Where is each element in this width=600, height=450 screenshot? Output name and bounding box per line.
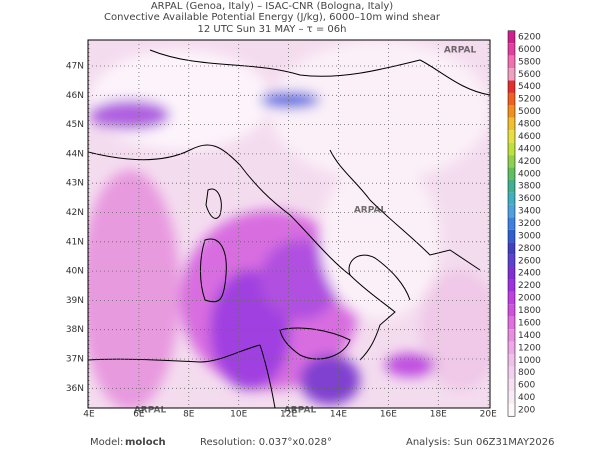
lat-label: 38N [66, 325, 84, 335]
header-line: ARPAL (Genoa, Italy) – ISAC-CNR (Bologna… [151, 1, 393, 12]
map-field [88, 40, 490, 408]
colorbar-label: 4200 [518, 157, 541, 167]
colorbar-label: 2000 [518, 294, 541, 304]
colorbar-label: 3000 [518, 231, 541, 241]
colorbar-swatch [508, 55, 515, 69]
colorbar-label: 4400 [518, 144, 541, 154]
colorbar-swatch [508, 403, 515, 417]
colorbar-label: 5400 [518, 82, 541, 92]
watermark: ARPAL [444, 46, 477, 56]
colorbar-swatch [508, 142, 515, 156]
lat-label: 42N [66, 208, 84, 218]
lat-label: 41N [66, 237, 84, 247]
colorbar-label: 5600 [518, 70, 541, 80]
colorbar-label: 4000 [518, 169, 541, 179]
colorbar-swatch [508, 130, 515, 143]
colorbar-label: 1000 [518, 356, 541, 366]
colorbar-label: 2600 [518, 256, 541, 266]
lat-label: 36N [66, 384, 84, 394]
colorbar-swatch [508, 291, 515, 305]
lat-label: 47N [66, 62, 84, 72]
colorbar-label: 5800 [518, 57, 541, 67]
colorbar-swatch [508, 80, 515, 93]
colorbar-swatch [508, 378, 515, 392]
lon-label: 16E [380, 410, 397, 420]
colorbar-label: 4600 [518, 132, 541, 142]
colorbar-swatch [508, 267, 515, 280]
footer-model: moloch [125, 437, 166, 448]
colorbar-label: 2800 [518, 244, 541, 254]
colorbar-label: 3200 [518, 219, 541, 229]
colorbar-swatch [508, 316, 515, 330]
header-line: Convective Available Potential Energy (J… [104, 12, 441, 23]
footer-label: Model: [90, 437, 123, 448]
colorbar-label: 4800 [518, 120, 541, 130]
colorbar-label: 2400 [518, 269, 541, 279]
colorbar-swatch [508, 366, 515, 379]
colorbar-swatch [508, 354, 515, 367]
lat-label: 39N [66, 296, 84, 306]
lon-label: 6E [133, 410, 145, 420]
colorbar-label: 600 [518, 381, 535, 391]
lat-label: 46N [66, 91, 84, 101]
colorbar-label: 1400 [518, 331, 541, 341]
colorbar-swatch [508, 92, 515, 106]
lon-label: 18E [430, 410, 447, 420]
colorbar-label: 5200 [518, 95, 541, 105]
lon-label: 20E [480, 410, 497, 420]
colorbar-swatch [508, 192, 515, 205]
lon-label: 4E [83, 410, 95, 420]
colorbar-swatch [508, 341, 515, 355]
lon-label: 14E [330, 410, 347, 420]
watermark: ARPAL [284, 406, 317, 416]
colorbar-label: 800 [518, 368, 535, 378]
lat-label: 43N [66, 179, 84, 189]
colorbar-swatch [508, 391, 515, 404]
colorbar-swatch [508, 242, 515, 255]
lon-label: 10E [230, 410, 247, 420]
lat-label: 37N [66, 355, 84, 365]
colorbar-swatch [508, 155, 515, 168]
lat-label: 45N [66, 120, 84, 130]
footer-resolution: Resolution: 0.037°x0.028° [200, 437, 332, 448]
colorbar-label: 3600 [518, 194, 541, 204]
colorbar-swatch [508, 279, 515, 292]
colorbar-label: 2200 [518, 281, 541, 291]
colorbar-swatch [508, 167, 515, 180]
colorbar-label: 1800 [518, 306, 541, 316]
lat-label: 40N [66, 267, 84, 277]
colorbar-label: 3400 [518, 207, 541, 217]
colorbar-swatch [508, 229, 515, 243]
colorbar-swatch [508, 179, 515, 193]
colorbar-swatch [508, 43, 515, 56]
colorbar-swatch [508, 254, 515, 268]
lon-label: 8E [183, 410, 195, 420]
lat-label: 44N [66, 149, 84, 159]
colorbar-frame [507, 30, 516, 417]
lon-label: 12E [280, 410, 297, 420]
colorbar-swatch [508, 68, 515, 81]
header-line: 12 UTC Sun 31 MAY – τ = 06h [198, 24, 347, 35]
colorbar-label: 200 [518, 406, 535, 416]
colorbar-swatch [508, 304, 515, 317]
watermark: ARPAL [134, 406, 167, 416]
footer-analysis: Analysis: Sun 06Z31MAY2026 [406, 437, 555, 448]
colorbar-swatch [508, 105, 515, 118]
colorbar-swatch [508, 329, 515, 342]
colorbar-label: 1200 [518, 343, 541, 353]
colorbar-label: 400 [518, 393, 535, 403]
colorbar-swatch [508, 117, 515, 131]
colorbar-label: 3800 [518, 182, 541, 192]
colorbar-swatch [508, 30, 515, 44]
watermark: ARPAL [354, 206, 387, 216]
colorbar-label: 6200 [518, 33, 541, 43]
colorbar-label: 5000 [518, 107, 541, 117]
colorbar-label: 1600 [518, 318, 541, 328]
colorbar-label: 6000 [518, 45, 541, 55]
colorbar-swatch [508, 204, 515, 218]
colorbar-swatch [508, 217, 515, 230]
